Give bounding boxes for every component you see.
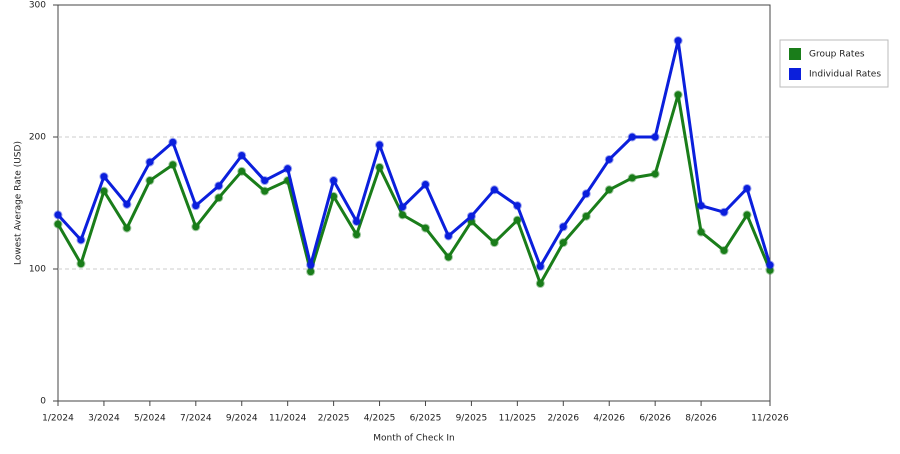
y-tick-label: 300 [29,1,46,11]
point [122,223,132,233]
x-tick-label: 6/2025 [410,414,442,424]
point [719,207,729,217]
point [535,279,545,289]
point [99,172,109,182]
legend-label: Group Rates [809,50,865,60]
point [443,231,453,241]
x-tick-label: 7/2024 [180,414,212,424]
point [512,201,522,211]
y-tick-label: 0 [40,397,46,407]
point [145,176,155,186]
x-tick-label: 2/2025 [318,414,350,424]
point [237,150,247,160]
point [145,157,155,167]
series-line [56,39,772,268]
point [352,216,362,226]
point [512,215,522,225]
point [168,160,178,170]
x-tick-label: 6/2026 [639,414,671,424]
point [420,180,430,190]
point [604,185,614,195]
point [627,132,637,142]
point [489,238,499,248]
point [191,222,201,232]
point [650,169,660,179]
point [76,235,86,245]
point [398,202,408,212]
point [673,90,683,100]
y-tick-label: 100 [29,265,46,275]
point [627,173,637,183]
legend-swatch [789,68,801,80]
x-tick-label: 8/2026 [685,414,717,424]
point [489,185,499,195]
x-tick-label: 5/2024 [134,414,166,424]
x-tick-label: 2/2026 [547,414,579,424]
point [420,223,430,233]
point [604,154,614,164]
point [260,176,270,186]
legend-swatch [789,48,801,60]
point [742,183,752,193]
point [443,252,453,262]
point [398,210,408,220]
point [696,201,706,211]
point [122,199,132,209]
point [375,162,385,172]
x-tick-label: 3/2024 [88,414,120,424]
y-tick-label: 200 [29,133,46,143]
point [719,246,729,256]
point [53,210,63,220]
point [76,259,86,269]
point [237,166,247,176]
point [214,193,224,203]
point [53,219,63,229]
point [765,260,775,270]
x-tick-label: 4/2025 [364,414,396,424]
point [581,211,591,221]
point [673,36,683,46]
y-axis-label: Lowest Average Rate (USD) [14,141,24,265]
point [650,132,660,142]
point [214,181,224,191]
point [466,211,476,221]
x-tick-label: 9/2025 [456,414,488,424]
x-tick-label: 11/2024 [269,414,307,424]
point [581,189,591,199]
plot-area [57,4,771,402]
point [375,140,385,150]
x-tick-label: 9/2024 [226,414,258,424]
x-tick-label: 11/2025 [499,414,536,424]
point [260,186,270,196]
point [352,230,362,240]
point [99,186,109,196]
point [283,164,293,174]
legend-label: Individual Rates [809,70,881,80]
point [558,238,568,248]
point [742,210,752,220]
point [558,222,568,232]
point [306,260,316,270]
point [191,201,201,211]
x-tick-label: 1/2024 [42,414,74,424]
x-tick-label: 11/2026 [751,414,789,424]
x-axis-label: Month of Check In [373,434,455,444]
point [329,176,339,186]
series-line [56,93,772,286]
point [168,137,178,147]
x-tick-label: 4/2026 [593,414,625,424]
point [535,261,545,271]
point [696,227,706,237]
